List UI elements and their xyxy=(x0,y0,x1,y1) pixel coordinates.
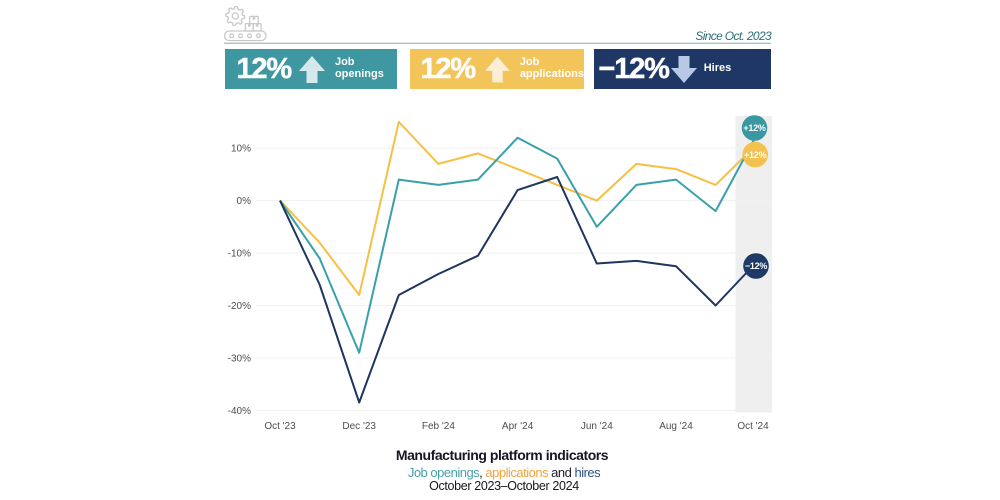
svg-text:-40%: -40% xyxy=(228,406,251,417)
svg-text:−12%: −12% xyxy=(745,261,768,271)
svg-text:10%: 10% xyxy=(231,144,251,155)
svg-text:0%: 0% xyxy=(237,196,252,207)
svg-text:Feb '24: Feb '24 xyxy=(422,421,455,432)
svg-text:Oct '23: Oct '23 xyxy=(264,421,296,432)
svg-text:-20%: -20% xyxy=(228,301,251,312)
svg-text:-30%: -30% xyxy=(228,353,251,364)
svg-text:Jun '24: Jun '24 xyxy=(581,421,613,432)
svg-text:Aug '24: Aug '24 xyxy=(659,421,693,432)
svg-text:+12%: +12% xyxy=(744,150,767,160)
svg-text:Apr '24: Apr '24 xyxy=(502,421,534,432)
svg-text:Oct '24: Oct '24 xyxy=(737,421,769,432)
svg-text:Dec '23: Dec '23 xyxy=(342,421,376,432)
svg-text:-10%: -10% xyxy=(228,249,251,260)
svg-text:+12%: +12% xyxy=(743,123,766,133)
